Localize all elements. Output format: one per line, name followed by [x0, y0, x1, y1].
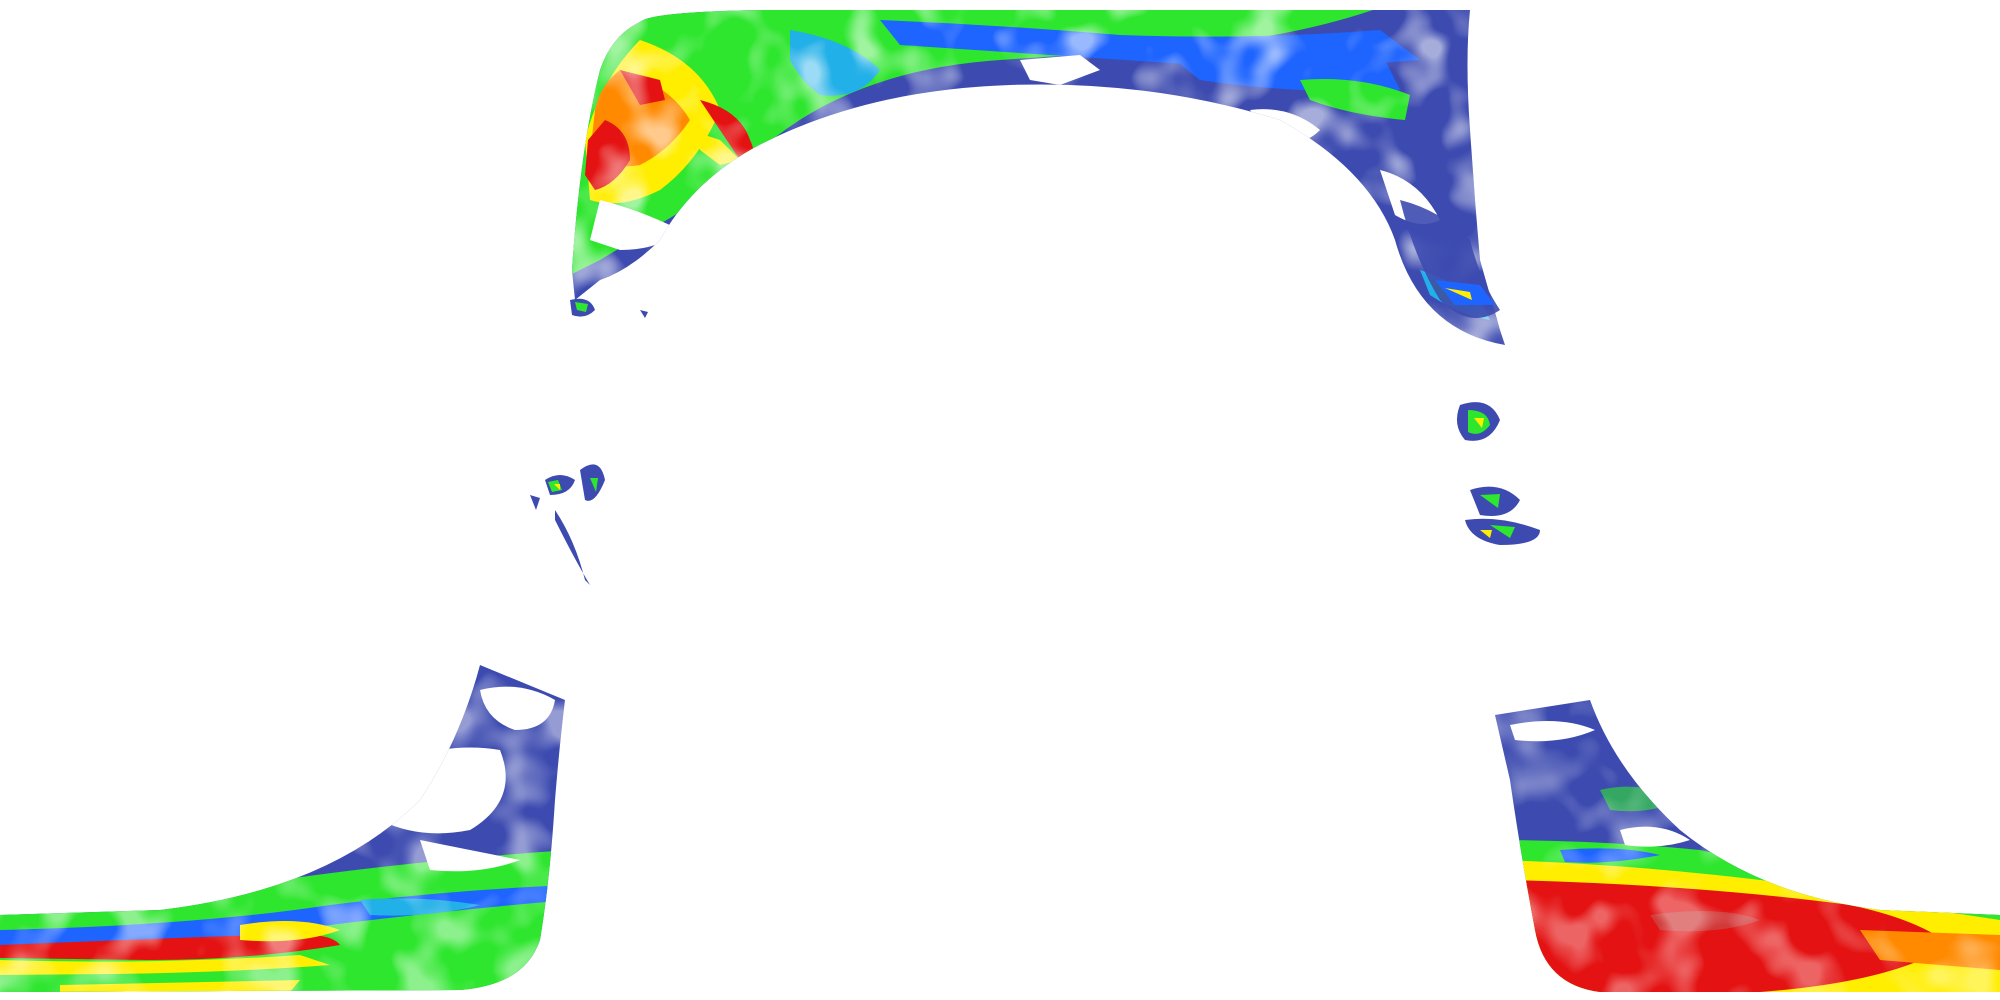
- bottom-left-clouds: [0, 665, 565, 992]
- top-swath-clouds: [572, 10, 1505, 345]
- bottom-right-clouds: [1495, 700, 2000, 992]
- tropical-cloud-patches: [530, 200, 1540, 585]
